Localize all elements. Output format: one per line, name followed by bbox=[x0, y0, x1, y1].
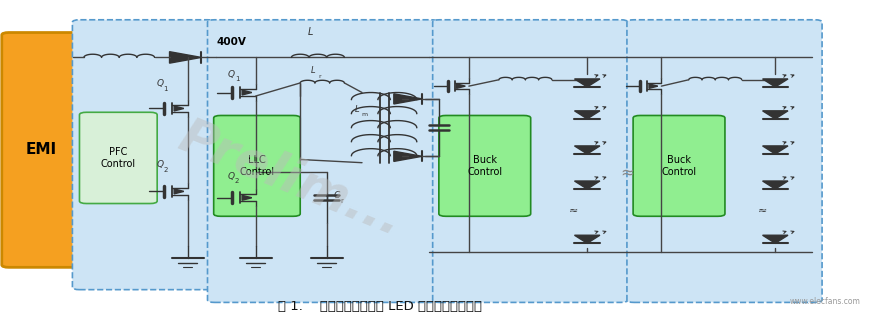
Polygon shape bbox=[763, 235, 788, 243]
Text: LLC
Control: LLC Control bbox=[239, 155, 275, 177]
Text: Q: Q bbox=[228, 172, 235, 181]
Text: Q: Q bbox=[228, 70, 235, 78]
FancyBboxPatch shape bbox=[627, 20, 822, 302]
FancyBboxPatch shape bbox=[433, 20, 628, 302]
Text: 2: 2 bbox=[163, 167, 168, 173]
Text: ≈: ≈ bbox=[570, 206, 578, 216]
Text: r: r bbox=[341, 197, 343, 204]
Text: m: m bbox=[361, 112, 367, 117]
Text: L: L bbox=[307, 27, 313, 37]
Text: 1: 1 bbox=[235, 76, 239, 82]
Polygon shape bbox=[242, 90, 252, 95]
FancyBboxPatch shape bbox=[439, 115, 531, 216]
Text: Buck
Control: Buck Control bbox=[661, 155, 697, 177]
FancyBboxPatch shape bbox=[214, 115, 300, 216]
Text: 图 1.    传统的高功率离线 LED 照明驱动拓扑结构: 图 1. 传统的高功率离线 LED 照明驱动拓扑结构 bbox=[277, 300, 482, 313]
Polygon shape bbox=[763, 79, 788, 87]
FancyBboxPatch shape bbox=[208, 20, 438, 302]
FancyBboxPatch shape bbox=[633, 115, 725, 216]
Text: r: r bbox=[318, 73, 321, 78]
Polygon shape bbox=[763, 181, 788, 189]
Polygon shape bbox=[394, 94, 422, 104]
FancyBboxPatch shape bbox=[2, 33, 80, 267]
Text: C: C bbox=[334, 191, 340, 200]
Text: 400V: 400V bbox=[216, 37, 246, 47]
Polygon shape bbox=[649, 84, 658, 88]
Polygon shape bbox=[457, 84, 465, 88]
FancyBboxPatch shape bbox=[79, 112, 157, 204]
Polygon shape bbox=[575, 181, 600, 189]
Text: EMI: EMI bbox=[26, 142, 57, 158]
Polygon shape bbox=[763, 111, 788, 119]
Text: Q: Q bbox=[156, 79, 163, 88]
Polygon shape bbox=[575, 79, 600, 87]
Polygon shape bbox=[763, 146, 788, 154]
Text: L: L bbox=[311, 66, 315, 75]
Text: ≈: ≈ bbox=[620, 163, 634, 181]
FancyBboxPatch shape bbox=[72, 20, 215, 290]
Polygon shape bbox=[575, 235, 600, 243]
Polygon shape bbox=[394, 151, 422, 161]
Polygon shape bbox=[575, 146, 600, 154]
Polygon shape bbox=[174, 106, 184, 111]
Text: L: L bbox=[355, 105, 359, 114]
Text: www.elecfans.com: www.elecfans.com bbox=[790, 297, 861, 306]
Text: PFC
Control: PFC Control bbox=[101, 147, 136, 169]
Text: Q: Q bbox=[156, 160, 163, 169]
Polygon shape bbox=[242, 195, 252, 200]
Polygon shape bbox=[174, 189, 184, 194]
Polygon shape bbox=[170, 52, 201, 63]
Text: Buck
Control: Buck Control bbox=[467, 155, 502, 177]
Text: 2: 2 bbox=[235, 178, 239, 184]
Text: Prelim...: Prelim... bbox=[172, 112, 411, 245]
Polygon shape bbox=[575, 111, 600, 119]
Text: ≈: ≈ bbox=[758, 206, 766, 216]
Text: 1: 1 bbox=[163, 86, 168, 92]
